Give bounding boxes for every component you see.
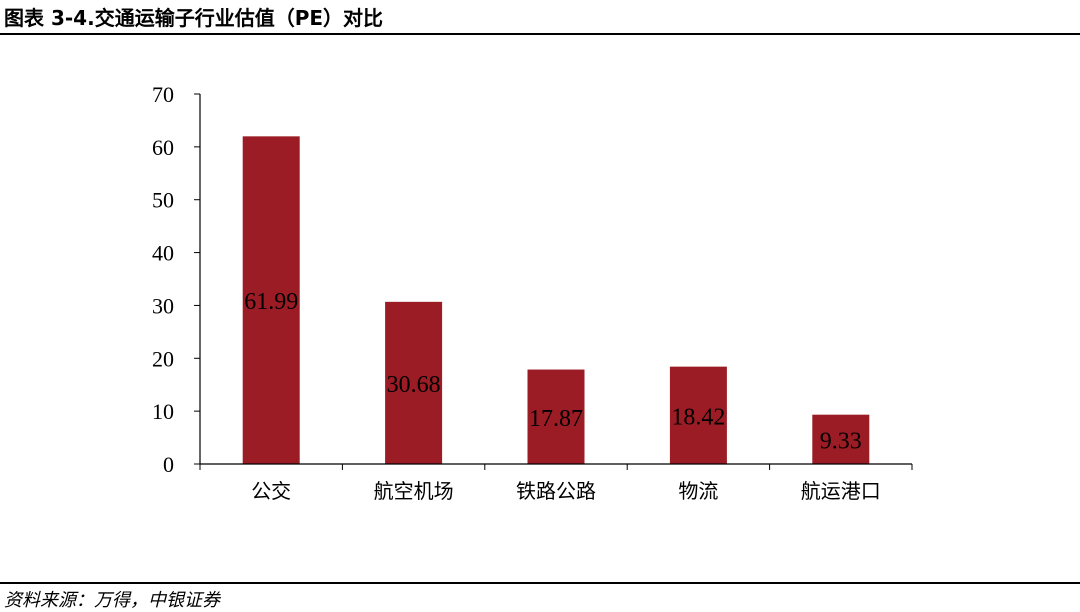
x-category-label: 航运港口 (801, 479, 881, 503)
bar-chart: 0 10 20 30 40 50 60 70 61.99 30.68 17.87 18.42 9.33… (152, 82, 913, 503)
data-label: 61.99 (244, 289, 298, 315)
y-tick-label: 60 (152, 135, 174, 160)
y-tick-label: 0 (163, 452, 174, 477)
bottom-rule (0, 582, 1080, 584)
x-category-label: 铁路公路 (516, 479, 596, 503)
data-labels: 61.99 30.68 17.87 18.42 9.33 (244, 289, 862, 454)
bar (242, 136, 300, 465)
y-tick-label: 20 (152, 346, 174, 371)
data-label: 18.42 (671, 404, 725, 430)
y-tick-label: 50 (152, 188, 174, 213)
data-label: 9.33 (820, 428, 862, 454)
bar (527, 369, 585, 464)
x-category-label: 航空机场 (374, 479, 454, 503)
x-axis-categories: 公交 航空机场 铁路公路 物流 航运港口 (251, 479, 881, 503)
data-label: 17.87 (529, 406, 583, 432)
data-label: 30.68 (387, 372, 441, 398)
y-tick-label: 10 (152, 399, 174, 424)
y-axis-ticks: 0 10 20 30 40 50 60 70 (152, 82, 913, 477)
x-category-label: 公交 (251, 479, 291, 503)
y-tick-label: 40 (152, 241, 174, 266)
y-tick-label: 30 (152, 293, 174, 318)
x-category-label: 物流 (678, 479, 718, 503)
bar (812, 414, 870, 464)
bars (242, 136, 870, 465)
bar (669, 366, 727, 464)
top-rule (0, 33, 1080, 35)
bar (385, 301, 443, 464)
chart-title: 图表 3-4.交通运输子行业估值（PE）对比 (4, 6, 384, 30)
y-tick-label: 70 (152, 82, 174, 107)
source-note: 资料来源：万得，中银证券 (4, 590, 220, 611)
